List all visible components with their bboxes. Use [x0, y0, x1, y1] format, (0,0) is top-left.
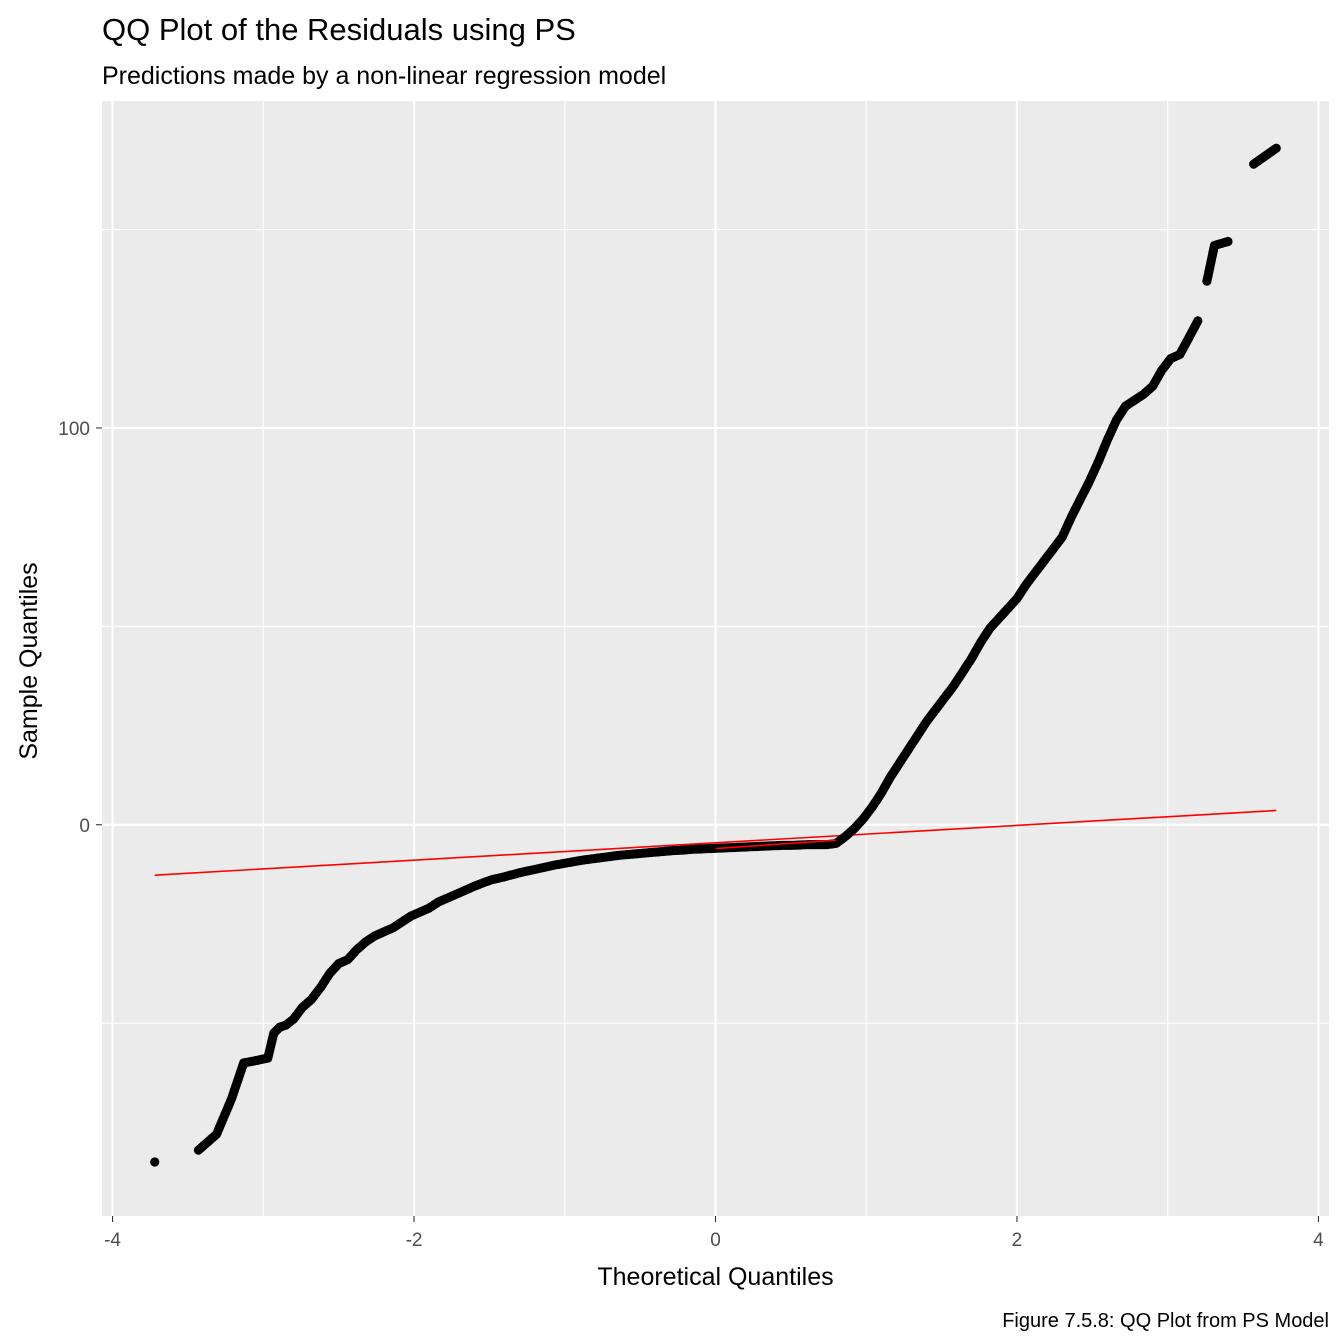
data-point: [150, 1157, 160, 1167]
x-tick-label: -4: [104, 1230, 121, 1251]
data-point: [1221, 237, 1231, 247]
data-point: [1192, 318, 1202, 328]
y-axis-title: Sample Quantiles: [15, 562, 43, 759]
reference-line-overlay: [715, 839, 837, 850]
x-tick-label: 0: [710, 1230, 721, 1251]
x-tick-label: -2: [406, 1230, 423, 1251]
chart-subtitle: Predictions made by a non-linear regress…: [102, 62, 666, 90]
x-tick-label: 2: [1012, 1230, 1023, 1251]
chart-title: QQ Plot of the Residuals using PS: [102, 12, 576, 47]
data-point: [1269, 144, 1279, 155]
reference-line-group: [154, 809, 1277, 876]
x-axis-title: Theoretical Quantiles: [597, 1263, 833, 1291]
data-points: [150, 143, 1281, 1167]
figure-caption: Figure 7.5.8: QQ Plot from PS Model: [1002, 1310, 1329, 1332]
reference-line: [154, 809, 1277, 876]
axis-ticks: -4 -2 0 2 4 0 100: [58, 419, 1324, 1251]
y-tick-label: 100: [58, 419, 90, 440]
x-tick-label: 4: [1313, 1230, 1324, 1251]
grid-lines: [102, 101, 1329, 1216]
y-tick-label: 0: [79, 816, 90, 837]
